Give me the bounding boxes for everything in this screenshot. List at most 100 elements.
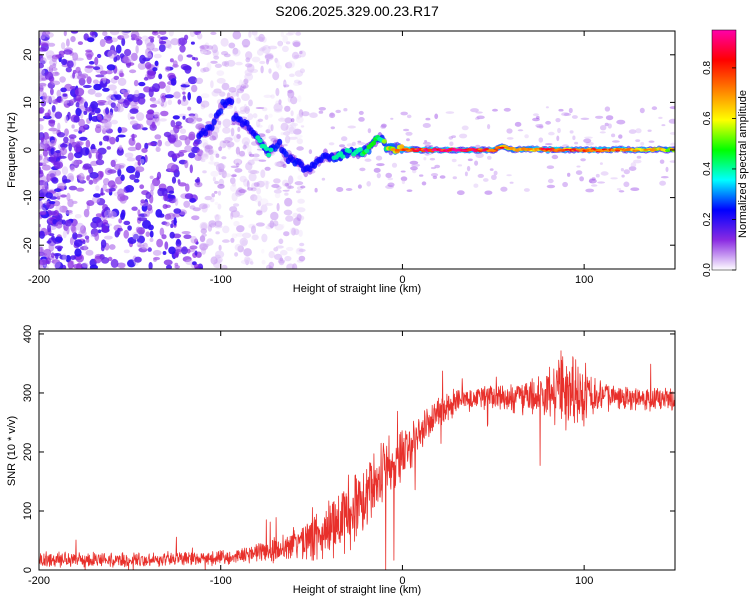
noise-cell <box>131 206 138 211</box>
noise-cell <box>54 188 62 193</box>
noise-cell <box>248 169 258 174</box>
noise-cell <box>104 209 114 219</box>
noise-cell <box>335 109 342 114</box>
noise-cell <box>89 31 95 36</box>
noise-cell <box>115 136 120 143</box>
noise-cell <box>287 31 296 35</box>
noise-cell <box>261 233 268 243</box>
noise-cell <box>242 85 247 89</box>
noise-cell <box>432 175 438 180</box>
noise-cell <box>161 95 166 103</box>
y-tick-label: 100 <box>22 502 34 520</box>
noise-cell <box>172 115 180 120</box>
noise-cell <box>241 93 250 101</box>
noise-cell <box>46 55 54 61</box>
noise-cell <box>39 259 48 265</box>
noise-cell <box>179 128 187 134</box>
noise-cell <box>94 255 102 264</box>
noise-cell <box>178 182 187 187</box>
noise-cell <box>241 240 248 247</box>
noise-cell <box>194 238 198 244</box>
noise-cell <box>290 96 298 105</box>
noise-cell <box>85 107 93 112</box>
ridge-cell <box>263 146 270 152</box>
noise-cell <box>208 150 212 156</box>
noise-cell <box>278 40 283 48</box>
noise-cell <box>82 163 92 170</box>
noise-cell <box>281 45 289 53</box>
noise-cell <box>78 136 88 141</box>
noise-cell <box>621 174 625 178</box>
noise-cell <box>92 195 101 203</box>
noise-cell <box>523 188 530 192</box>
noise-cell <box>41 184 49 193</box>
noise-cell <box>351 141 356 146</box>
noise-cell <box>434 113 439 120</box>
noise-cell <box>204 195 213 201</box>
noise-cell <box>280 122 289 131</box>
noise-cell <box>568 107 573 114</box>
ridge-cell <box>617 148 623 150</box>
noise-cell <box>179 44 186 53</box>
noise-cell <box>367 128 372 134</box>
noise-cell <box>267 45 278 50</box>
noise-cell <box>120 212 125 221</box>
noise-cell <box>86 200 95 206</box>
noise-cell <box>574 141 579 145</box>
noise-cell <box>421 181 427 186</box>
noise-cell <box>148 262 153 269</box>
noise-cell <box>589 178 593 184</box>
noise-cell <box>54 71 59 75</box>
noise-cell <box>255 222 265 227</box>
noise-cell <box>194 250 198 256</box>
ridge-cell <box>571 148 577 151</box>
noise-cell <box>387 182 395 188</box>
noise-cell <box>401 179 405 185</box>
noise-cell <box>242 232 252 239</box>
noise-cell <box>99 141 103 146</box>
noise-cell <box>45 192 53 199</box>
noise-cell <box>39 62 44 69</box>
noise-cell <box>620 168 625 172</box>
noise-cell <box>105 38 113 44</box>
noise-cell <box>68 134 77 139</box>
noise-cell <box>62 253 67 262</box>
noise-cell <box>489 168 494 171</box>
noise-cell <box>117 188 125 198</box>
noise-cell <box>282 179 289 187</box>
ridge-cell <box>490 149 496 152</box>
noise-cell <box>66 192 71 202</box>
noise-cell <box>184 136 191 146</box>
noise-cell <box>200 93 210 99</box>
noise-cell <box>551 154 559 160</box>
noise-cell <box>39 143 45 152</box>
noise-cell <box>260 204 268 213</box>
noise-cell <box>149 97 157 102</box>
noise-cell <box>209 135 217 141</box>
noise-cell <box>232 173 237 177</box>
noise-cell <box>659 159 665 164</box>
noise-cell <box>234 252 239 257</box>
ridge-cell <box>346 148 352 154</box>
noise-cell <box>163 193 169 202</box>
noise-cell <box>69 198 74 208</box>
noise-cell <box>459 133 468 139</box>
noise-cell <box>569 130 574 134</box>
noise-cell <box>99 70 108 75</box>
noise-cell <box>604 122 609 127</box>
noise-cell <box>215 231 220 235</box>
ridge-cell <box>394 148 400 152</box>
noise-cell <box>125 185 134 193</box>
noise-cell <box>535 124 543 128</box>
noise-cell <box>283 81 288 86</box>
noise-cell <box>146 204 153 211</box>
noise-cell <box>189 197 197 203</box>
noise-cell <box>222 140 231 144</box>
noise-cell <box>214 214 221 220</box>
noise-cell <box>93 83 102 91</box>
noise-cell <box>135 45 139 54</box>
noise-cell <box>123 229 129 239</box>
noise-cell <box>260 169 266 178</box>
noise-cell <box>288 136 298 140</box>
noise-cell <box>556 135 560 142</box>
